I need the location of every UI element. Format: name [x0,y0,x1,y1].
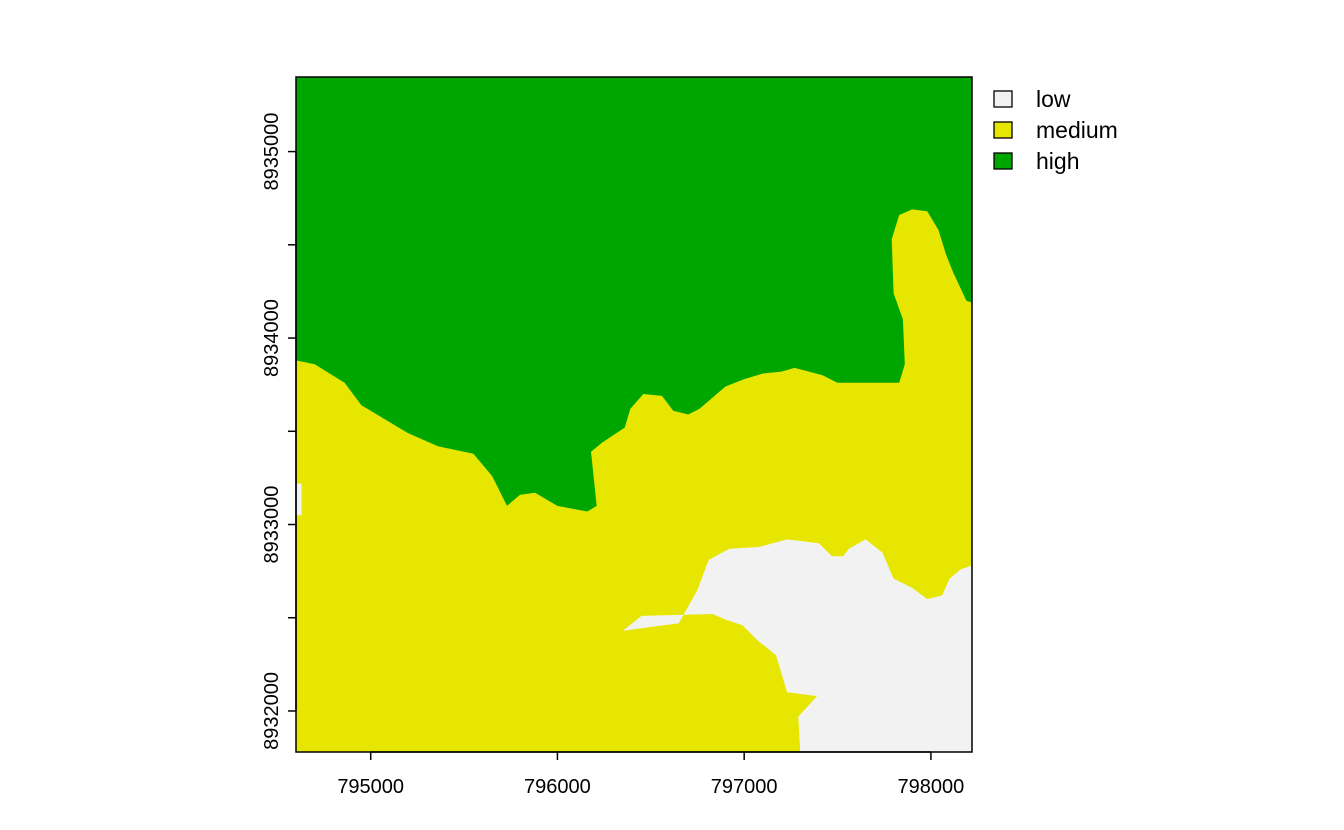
x-axis: 795000 796000 797000 798000 [337,751,965,798]
x-tick-label: 798000 [898,776,965,798]
y-axis: 8932000 8933000 8934000 8935000 [261,113,297,750]
legend: low medium high [993,86,1118,174]
low-region-2 [296,483,302,516]
y-tick-label: 8932000 [261,672,283,750]
category-regions [296,77,972,752]
legend-swatch-medium [993,121,1013,139]
legend-label-medium: medium [1036,117,1118,143]
legend-label-low: low [1036,86,1071,112]
legend-swatch-high [993,152,1013,170]
legend-swatch-low [993,90,1013,108]
low-region-1 [622,539,972,752]
x-tick-label: 795000 [337,776,404,798]
y-tick-label: 8934000 [261,299,283,377]
x-tick-label: 797000 [711,776,778,798]
map-panel [295,76,973,753]
x-tick-label: 796000 [524,776,591,798]
y-tick-label: 8935000 [261,113,283,191]
y-tick-label: 8933000 [261,486,283,564]
high-region-0 [296,77,972,512]
legend-label-high: high [1036,148,1079,174]
